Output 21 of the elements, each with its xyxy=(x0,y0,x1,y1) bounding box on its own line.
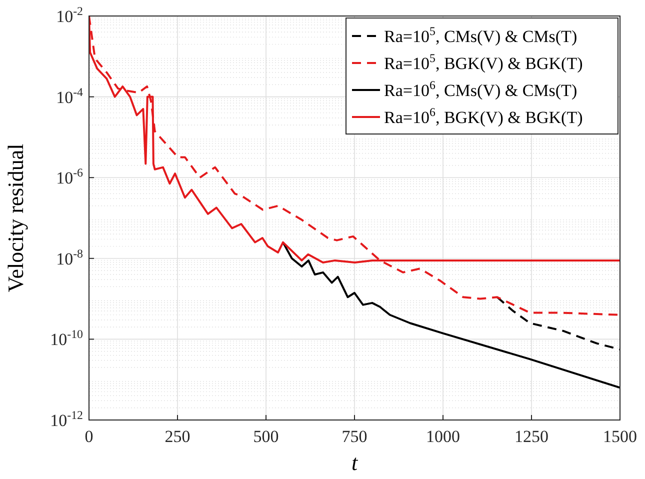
x-tick-label: 1250 xyxy=(514,427,548,446)
y-tick-label: 10$^{-4}$ xyxy=(56,84,84,107)
legend-label: Ra=10$^{6}$, BGK(V) & BGK(T) xyxy=(384,105,583,127)
legend-label: Ra=10$^{6}$, CMs(V) & CMs(T) xyxy=(384,78,578,100)
x-tick-label: 0 xyxy=(84,427,94,446)
x-tick-label: 750 xyxy=(342,427,368,446)
legend-label: Ra=10$^{5}$, CMs(V) & CMs(T) xyxy=(384,24,578,46)
y-tick-label: 10$^{-8}$ xyxy=(56,246,84,268)
y-axis-title: Velocity residual xyxy=(3,144,28,292)
x-tick-label: 500 xyxy=(253,427,279,446)
line-series xyxy=(496,296,620,350)
y-tick-label: 10$^{-6}$ xyxy=(56,166,84,188)
line-series xyxy=(282,241,620,389)
y-tick-label: 10$^{-2}$ xyxy=(56,4,84,26)
x-axis-title: t xyxy=(351,450,358,475)
y-tick-label: 10$^{-10}$ xyxy=(50,327,84,350)
x-tick-label: 1000 xyxy=(426,427,460,446)
legend-label: Ra=10$^{5}$, BGK(V) & BGK(T) xyxy=(384,51,583,73)
x-tick-label: 250 xyxy=(164,427,190,446)
y-tick-label: 10$^{-12}$ xyxy=(50,408,84,430)
x-tick-label: 1500 xyxy=(603,427,637,446)
